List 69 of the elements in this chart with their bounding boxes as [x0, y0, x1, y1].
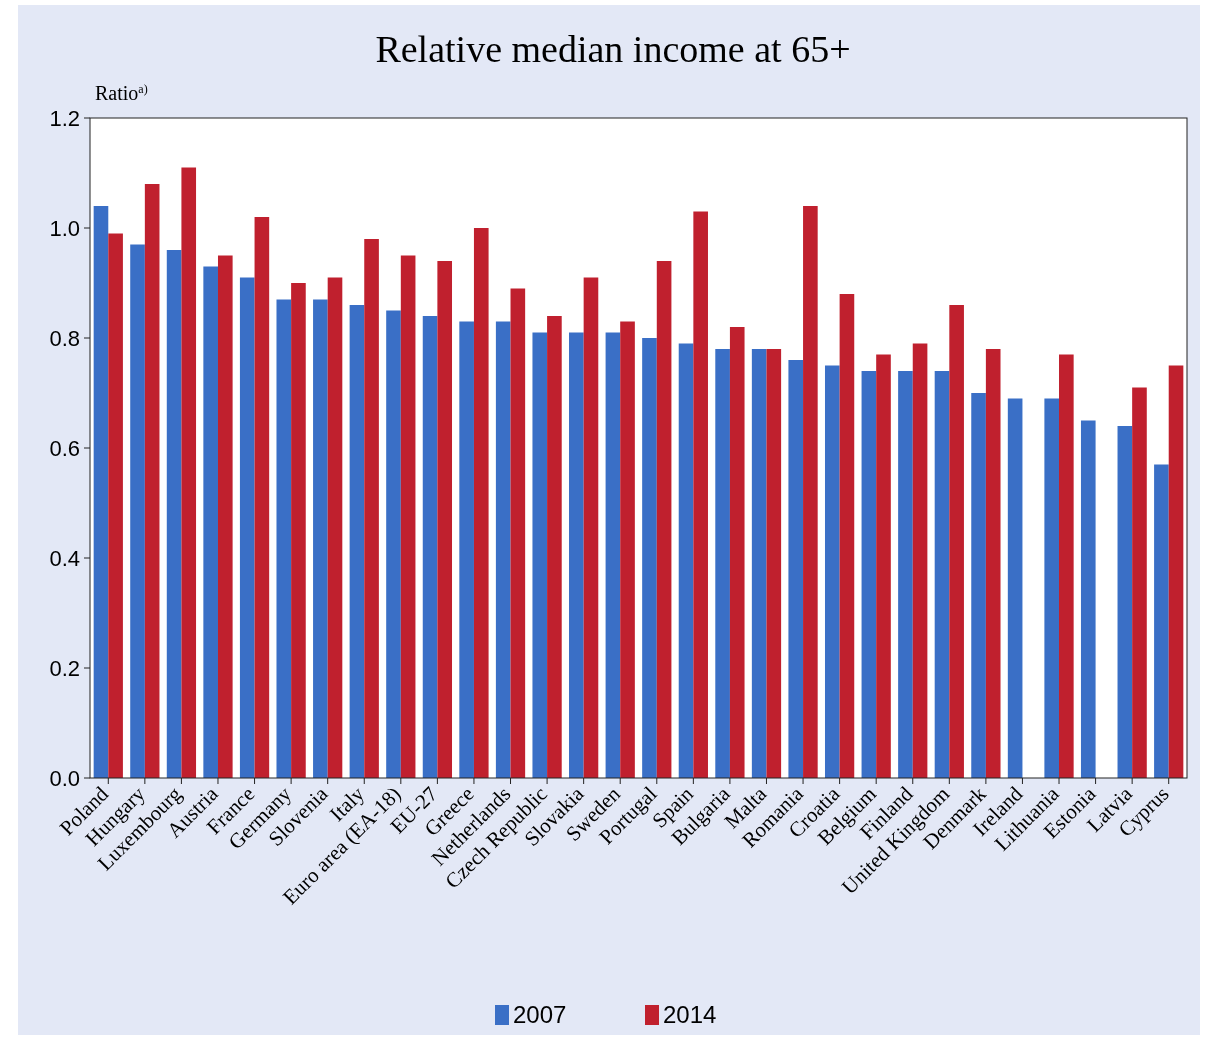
bar [386, 310, 401, 778]
bar [876, 354, 891, 778]
bar [1168, 365, 1184, 778]
y-tick-label: 0.0 [49, 765, 80, 791]
y-tick-label: 1.0 [49, 215, 80, 241]
legend-label: 2007 [513, 1001, 567, 1028]
bar [934, 371, 950, 778]
bar [276, 299, 292, 778]
bar [839, 294, 855, 778]
bar [583, 277, 599, 778]
chart-title: Relative median income at 65+ [375, 28, 851, 70]
bar [605, 332, 621, 778]
y-tick-label: 0.8 [49, 325, 80, 351]
bar [1154, 464, 1169, 778]
legend-label: 2014 [663, 1001, 717, 1028]
y-tick-label: 0.2 [49, 655, 80, 681]
y-axis-title: Ratio$^{a)}$ [95, 82, 148, 104]
bar [788, 360, 804, 778]
bar [751, 349, 767, 778]
bar [349, 305, 365, 778]
bar [547, 316, 562, 778]
bar [473, 228, 489, 778]
bar [729, 327, 745, 778]
bar [1080, 420, 1096, 778]
bar [327, 277, 343, 778]
bar [985, 349, 1001, 778]
y-tick-label: 1.2 [49, 105, 80, 131]
bar [166, 250, 182, 778]
bar [437, 261, 453, 778]
bar [693, 211, 708, 778]
bar [656, 261, 672, 778]
bar [400, 255, 416, 778]
bar [766, 349, 782, 778]
bar [144, 184, 160, 778]
bar [1007, 398, 1023, 778]
bar [364, 239, 379, 778]
bar [130, 244, 145, 778]
bar [1044, 398, 1060, 778]
bar [803, 206, 818, 778]
bar [569, 332, 584, 778]
bar [824, 365, 840, 778]
y-tick-label: 0.4 [49, 545, 80, 571]
bar [495, 321, 511, 778]
bar [620, 321, 635, 778]
bar [459, 321, 474, 778]
bar [217, 255, 233, 778]
bar [239, 277, 255, 778]
bar [861, 371, 877, 778]
bar [642, 338, 657, 778]
bar [313, 299, 328, 778]
bar [510, 288, 526, 778]
bar [912, 343, 928, 778]
bar [422, 316, 438, 778]
bar [949, 305, 964, 778]
bar [1132, 387, 1147, 778]
bar [715, 349, 730, 778]
y-tick-label: 0.6 [49, 435, 80, 461]
bar [203, 266, 218, 778]
bar [1059, 354, 1074, 778]
bar [971, 393, 986, 778]
bar [898, 371, 913, 778]
bar [1117, 426, 1133, 778]
bar [108, 233, 123, 778]
bar [532, 332, 548, 778]
bar [291, 283, 306, 778]
bar [93, 206, 109, 778]
bar [181, 167, 197, 778]
bar [678, 343, 694, 778]
bar [254, 217, 270, 778]
